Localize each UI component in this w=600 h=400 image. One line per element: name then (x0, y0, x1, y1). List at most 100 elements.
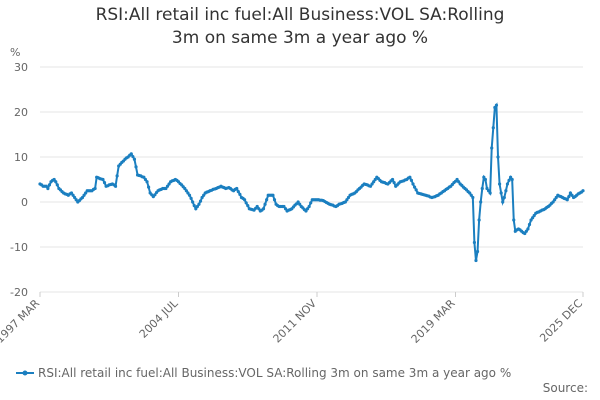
point (147, 185, 151, 189)
point (346, 195, 351, 200)
source: Source: (543, 381, 588, 395)
point (479, 200, 483, 204)
point (309, 201, 313, 205)
point (390, 177, 395, 182)
point (532, 213, 536, 218)
point (373, 177, 377, 182)
point (496, 155, 500, 159)
point (298, 202, 302, 206)
point (504, 189, 508, 193)
x-tick-label: 2019 MAR (409, 297, 458, 346)
point (52, 177, 56, 182)
point (113, 184, 118, 188)
x-tick-label: 2025 DEC (537, 297, 585, 345)
point (523, 231, 527, 236)
point (509, 175, 513, 179)
point (409, 178, 414, 182)
point (502, 195, 506, 200)
point (570, 193, 574, 197)
point (69, 191, 74, 195)
point (131, 154, 135, 159)
point (554, 195, 558, 200)
x-tick-label: 2004 JUL (137, 296, 181, 340)
x-tick-label: 2011 NOV (271, 297, 320, 346)
point (510, 177, 514, 182)
point (282, 204, 286, 209)
point (194, 207, 198, 211)
y-tick-label: 20 (14, 106, 28, 119)
point (499, 191, 503, 195)
point (238, 192, 242, 196)
point (82, 193, 86, 197)
point (483, 177, 488, 182)
point (165, 184, 170, 188)
point (471, 195, 475, 200)
point (493, 105, 497, 110)
point (524, 229, 528, 233)
point (304, 209, 308, 213)
point (488, 191, 492, 195)
point (71, 193, 75, 197)
point (145, 180, 149, 184)
point (153, 193, 157, 197)
point (411, 182, 415, 186)
point (568, 191, 573, 195)
point (198, 199, 203, 203)
point (46, 186, 50, 191)
point (102, 181, 107, 185)
point (307, 204, 311, 209)
point (187, 193, 192, 197)
point (244, 201, 248, 205)
point (457, 180, 461, 184)
point (370, 182, 374, 186)
point (455, 177, 459, 182)
point (192, 204, 196, 208)
point (143, 177, 148, 182)
point (485, 186, 489, 191)
chart-title: RSI:All retail inc fuel:All Business:VOL… (95, 5, 505, 48)
point (184, 189, 188, 193)
point (392, 181, 396, 185)
x-tick-label: 1997 MAR (0, 297, 42, 346)
point (477, 218, 481, 222)
point (255, 204, 259, 209)
point (47, 183, 52, 187)
point (296, 200, 300, 204)
point (132, 157, 137, 161)
point (581, 189, 585, 193)
point (257, 207, 261, 211)
point (469, 193, 473, 197)
point (372, 180, 376, 184)
point (497, 182, 502, 186)
legend-label: RSI:All retail inc fuel:All Business:VOL… (38, 366, 511, 380)
point (164, 186, 168, 191)
point (186, 191, 190, 195)
point (345, 198, 349, 202)
point (202, 193, 206, 197)
point (567, 195, 571, 199)
y-tick-label: 0 (21, 196, 28, 209)
point (197, 202, 201, 206)
point (243, 198, 247, 202)
point (505, 182, 510, 186)
point (512, 218, 516, 222)
point (412, 185, 417, 189)
point (142, 175, 146, 179)
y-tick-label: 30 (14, 61, 28, 74)
point (73, 195, 77, 200)
point (93, 186, 97, 191)
point (261, 207, 266, 211)
point (565, 198, 569, 202)
point (501, 200, 505, 204)
y-tick-label: -20 (10, 286, 28, 299)
point (134, 165, 138, 169)
point (491, 126, 495, 130)
series-line (39, 102, 584, 261)
point (195, 204, 199, 209)
point (480, 186, 484, 191)
point (235, 186, 239, 191)
point (183, 186, 187, 191)
point (551, 200, 555, 204)
